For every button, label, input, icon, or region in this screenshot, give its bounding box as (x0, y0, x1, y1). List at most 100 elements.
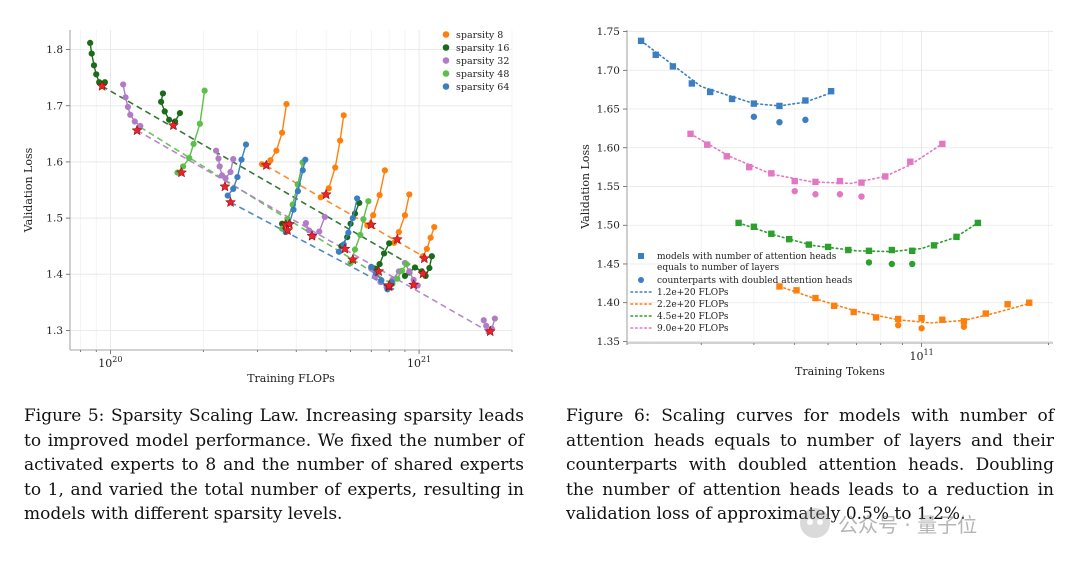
fig5-data-point (124, 103, 132, 111)
fig6-circle-point (918, 325, 925, 332)
fig5-x-tick-label: 1021 (407, 355, 431, 370)
fig6-square-point (1025, 299, 1033, 306)
fig5-optimum-star (339, 243, 351, 254)
fig6-square-point (687, 130, 694, 138)
fig6-square-point (793, 287, 800, 294)
fig5-data-point (238, 156, 245, 163)
fig6-square-point (669, 63, 677, 70)
fig5-optimum-star (484, 325, 496, 337)
fig5-optimum-star (260, 159, 272, 171)
fig5-trend-line (230, 201, 395, 291)
fig5-data-point (90, 62, 98, 69)
fig5-data-point (431, 223, 438, 231)
fig6-square-point (830, 302, 838, 310)
fig6-square-point (845, 246, 852, 254)
fig5-data-point (127, 111, 134, 118)
fig6-square-point (930, 242, 938, 249)
fig5-data-point (357, 231, 364, 239)
fig6-square-point (750, 223, 758, 230)
fig6-y-tick-label: 1.65 (597, 104, 620, 116)
fig5-data-point (305, 227, 313, 234)
fig5-data-point (398, 267, 406, 274)
fig5-data-point (87, 39, 94, 47)
fig5-data-point (401, 272, 409, 279)
fig5-data-point (176, 109, 184, 117)
fig5-data-point (196, 120, 204, 127)
fig6-square-point (953, 233, 960, 241)
fig5-data-point (376, 191, 383, 199)
fig6-square-point (768, 230, 775, 237)
fig6-legend-label: 9.0e+20 FLOPs (657, 324, 729, 334)
fig6-square-point (882, 173, 889, 180)
fig6-square-point (812, 294, 819, 302)
fig5-y-axis-label: Validation Loss (22, 147, 35, 233)
fig5-data-point (376, 261, 383, 268)
fig5-data-point (349, 214, 356, 222)
fig5-data-point (279, 129, 286, 136)
fig5-optimum-star (131, 124, 143, 136)
fig5-optimum-star (320, 188, 332, 200)
fig5-optimum-star (418, 252, 430, 264)
fig6-square-point (637, 37, 645, 45)
fig5-data-point (215, 155, 222, 162)
fig6-legend-label: counterparts with doubled attention head… (657, 276, 853, 286)
fig5-optimum-star (365, 218, 377, 230)
fig5-data-point (201, 87, 208, 94)
fig5-data-point (302, 156, 309, 163)
fig6-square-point (776, 283, 783, 290)
fig6-legend-square (638, 253, 644, 259)
fig6-legend-label: 1.2e+20 FLOPs (657, 288, 729, 298)
fig5-trend-line (136, 129, 491, 334)
fig6-square-point (723, 153, 731, 160)
wechat-logo-icon (800, 508, 830, 538)
fig5-data-point (386, 240, 393, 247)
fig6-square-point (805, 241, 813, 248)
fig5-data-point (411, 264, 419, 271)
fig5-data-point (491, 315, 498, 322)
fig5-optimum-star (96, 80, 108, 91)
fig5-data-point (317, 194, 324, 201)
fig5-data-point (378, 277, 385, 284)
fig5-data-point (380, 250, 388, 257)
fig6-circle-point (776, 118, 783, 126)
fig5-data-point (395, 229, 402, 236)
fig5-y-tick-label: 1.6 (46, 156, 63, 168)
fig6-y-tick-label: 1.35 (597, 336, 620, 348)
fig6-circle-point (858, 193, 865, 200)
fig5-optimum-star (282, 224, 294, 236)
fig5-data-point (401, 212, 409, 219)
fig6-square-point (872, 314, 880, 321)
figure-6-caption: Figure 6: Scaling curves for models with… (566, 406, 1054, 525)
fig5-data-point (394, 275, 401, 282)
fig5-data-point (351, 246, 359, 253)
fig5-data-point (360, 216, 367, 223)
fig5-data-point (131, 118, 138, 125)
fig6-square-point (888, 246, 896, 254)
watermark: 公众号 · 量子位 (800, 505, 1050, 541)
fig5-series-line (422, 226, 435, 257)
fig5-data-point (483, 322, 490, 329)
fig5-legend-marker (442, 70, 450, 77)
fig6-fit-curve (640, 39, 832, 107)
fig6-square-point (688, 80, 696, 87)
fig6-square-point (776, 102, 783, 110)
fig5-legend-label: sparsity 16 (456, 43, 509, 54)
fig6-square-point (824, 243, 832, 251)
fig6-square-point (785, 235, 793, 243)
fig5-series-line (391, 263, 407, 285)
fig6-circle-point (836, 191, 844, 198)
fig6-circle-point (909, 260, 916, 268)
fig6-square-point (802, 97, 809, 104)
fig5-legend-label: sparsity 64 (456, 82, 509, 93)
fig5-data-point (480, 317, 487, 324)
fig5-optimum-star (383, 279, 395, 291)
fig5-optimum-star (391, 233, 403, 245)
fig5-data-point (337, 137, 344, 144)
fig5-data-point (406, 191, 413, 198)
fig5-data-point (316, 228, 323, 235)
fig5-optimum-star (408, 279, 420, 290)
fig5-data-point (159, 90, 167, 97)
fig6-y-tick-label: 1.40 (597, 297, 620, 309)
fig5-y-tick-label: 1.5 (46, 213, 63, 225)
fig5-data-point (158, 98, 165, 105)
